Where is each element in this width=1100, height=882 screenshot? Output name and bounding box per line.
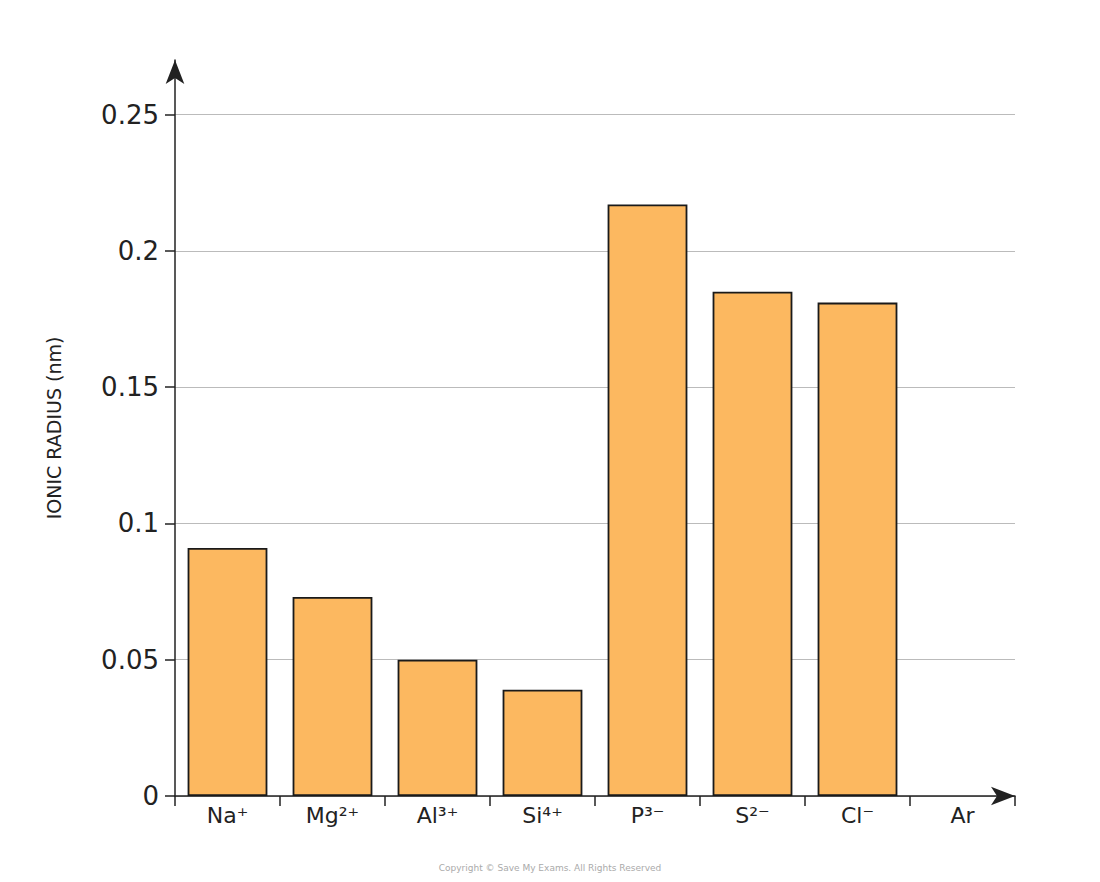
svg-text:Ar: Ar	[950, 803, 975, 828]
svg-text:Na⁺: Na⁺	[207, 803, 249, 828]
svg-text:IONIC RADIUS (nm): IONIC RADIUS (nm)	[43, 337, 65, 520]
svg-text:Cl⁻: Cl⁻	[841, 803, 874, 828]
svg-text:Mg²⁺: Mg²⁺	[306, 803, 359, 828]
svg-text:0.1: 0.1	[118, 508, 159, 538]
svg-text:0.15: 0.15	[101, 372, 159, 402]
svg-text:0: 0	[142, 781, 159, 811]
svg-text:Si⁴⁺: Si⁴⁺	[522, 803, 563, 828]
svg-text:S²⁻: S²⁻	[735, 803, 769, 828]
svg-text:0.2: 0.2	[118, 236, 159, 266]
svg-text:0.25: 0.25	[101, 100, 159, 130]
svg-text:Copyright © Save My Exams. All: Copyright © Save My Exams. All Rights Re…	[439, 863, 661, 873]
svg-text:Al³⁺: Al³⁺	[417, 803, 459, 828]
svg-text:P³⁻: P³⁻	[631, 803, 665, 828]
svg-text:0.05: 0.05	[101, 645, 159, 675]
